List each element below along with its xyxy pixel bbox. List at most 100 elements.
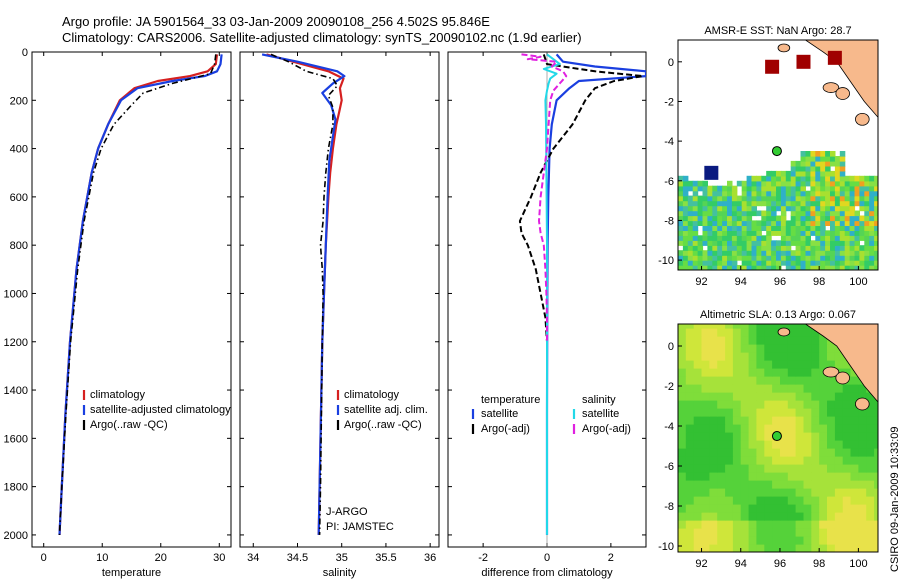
sst-cell [825, 210, 831, 217]
sla-cell [780, 392, 789, 401]
sst-cell [849, 260, 856, 266]
sla-cell [678, 368, 687, 377]
sst-cell [825, 220, 831, 226]
sla-cell [811, 432, 820, 441]
sst-cell [869, 245, 875, 251]
sla_map-xtick-label: 94 [735, 558, 747, 570]
sla-cell [795, 336, 804, 345]
sla-cell [772, 448, 781, 457]
sst-cell [717, 205, 723, 212]
sst-cell [722, 215, 728, 222]
sst-cell [776, 205, 782, 212]
sst-cell [849, 225, 856, 231]
sla-cell [725, 472, 734, 481]
sla-cell [693, 520, 703, 529]
sla-cell [685, 456, 695, 465]
sla-cell [740, 416, 750, 425]
sla-cell [701, 416, 710, 425]
sla-cell [764, 400, 773, 409]
sla-cell [850, 464, 859, 473]
sla-cell [685, 528, 695, 537]
sla-cell [858, 488, 867, 497]
sst-cell [702, 210, 708, 217]
sla-cell [709, 544, 718, 552]
sla-cell [787, 464, 797, 473]
sst-cell [795, 185, 802, 192]
sla_map-argo-marker [771, 431, 782, 442]
sla-cell [780, 496, 789, 505]
sla-cell [866, 392, 875, 401]
sst-cell [771, 265, 777, 270]
sst-cell [815, 200, 821, 207]
sla-cell [732, 504, 742, 513]
sla-cell [701, 504, 710, 513]
sst-cell [736, 240, 743, 246]
sla-cell [803, 376, 812, 385]
sst-cell [776, 180, 782, 187]
sla-cell [850, 504, 859, 513]
sst-cell [712, 190, 718, 197]
sla-cell [693, 324, 703, 329]
sla-cell [819, 536, 828, 545]
sst_map-xtick-label: 94 [735, 276, 747, 288]
depth-tick-label: 1400 [4, 385, 28, 397]
sla-cell [858, 496, 867, 505]
sst-cell [830, 260, 836, 266]
sla_map-xtick-label: 92 [695, 558, 707, 570]
sla-cell [678, 432, 687, 441]
sla-cell [780, 360, 789, 369]
sla-cell [780, 504, 789, 513]
sla-cell [709, 464, 718, 473]
sla-cell [693, 400, 703, 409]
sst-cell [746, 200, 753, 207]
sst-cell [854, 250, 860, 256]
sla_map-xtick-label: 100 [849, 558, 867, 570]
sla-cell [850, 424, 859, 433]
sst-cell [874, 210, 878, 217]
sla-cell [772, 324, 781, 329]
sla-cell [709, 472, 718, 481]
sst-cell [825, 215, 831, 222]
sla-cell [874, 544, 878, 552]
sla-cell [772, 504, 781, 513]
sst-cell [830, 185, 836, 192]
sla-cell [874, 472, 878, 481]
sst-cell [815, 156, 821, 162]
sst-cell [810, 160, 816, 167]
sla-cell [685, 408, 695, 417]
sla-cell [756, 536, 765, 545]
sst_map-xtick-label: 98 [813, 276, 825, 288]
sst_map-ytick-label: -10 [658, 255, 674, 267]
sla-cell [748, 400, 757, 409]
sst-cell [805, 225, 811, 231]
sla-cell [717, 432, 726, 441]
sst-cell [839, 255, 846, 261]
sst-cell [678, 265, 684, 270]
sst-cell [678, 200, 684, 207]
temperature-xtick-label: 20 [155, 552, 167, 564]
sla-cell [685, 416, 695, 425]
sst-cell [800, 200, 806, 207]
sst-cell [805, 175, 811, 182]
sst-cell [839, 205, 846, 212]
sst_map-frame [677, 39, 879, 271]
sla-cell [748, 416, 757, 425]
sla-cell [772, 416, 781, 425]
sst-cell [830, 245, 836, 251]
sst-cell [795, 165, 802, 172]
sla-cell [748, 520, 757, 529]
sst-cell [678, 240, 684, 246]
sla-cell [756, 344, 765, 353]
sst-cell [790, 170, 797, 177]
sst-cell [776, 265, 782, 270]
sst-cell [722, 210, 728, 217]
sla-cell [740, 520, 750, 529]
sst-cell [820, 195, 826, 202]
sst-cell [678, 260, 684, 266]
sla-cell [772, 400, 781, 409]
sst-cell [805, 260, 811, 266]
sla-cell [780, 336, 789, 345]
depth-tick-label: 1600 [4, 433, 28, 445]
sla-cell [732, 456, 742, 465]
sst-cell [771, 185, 777, 192]
